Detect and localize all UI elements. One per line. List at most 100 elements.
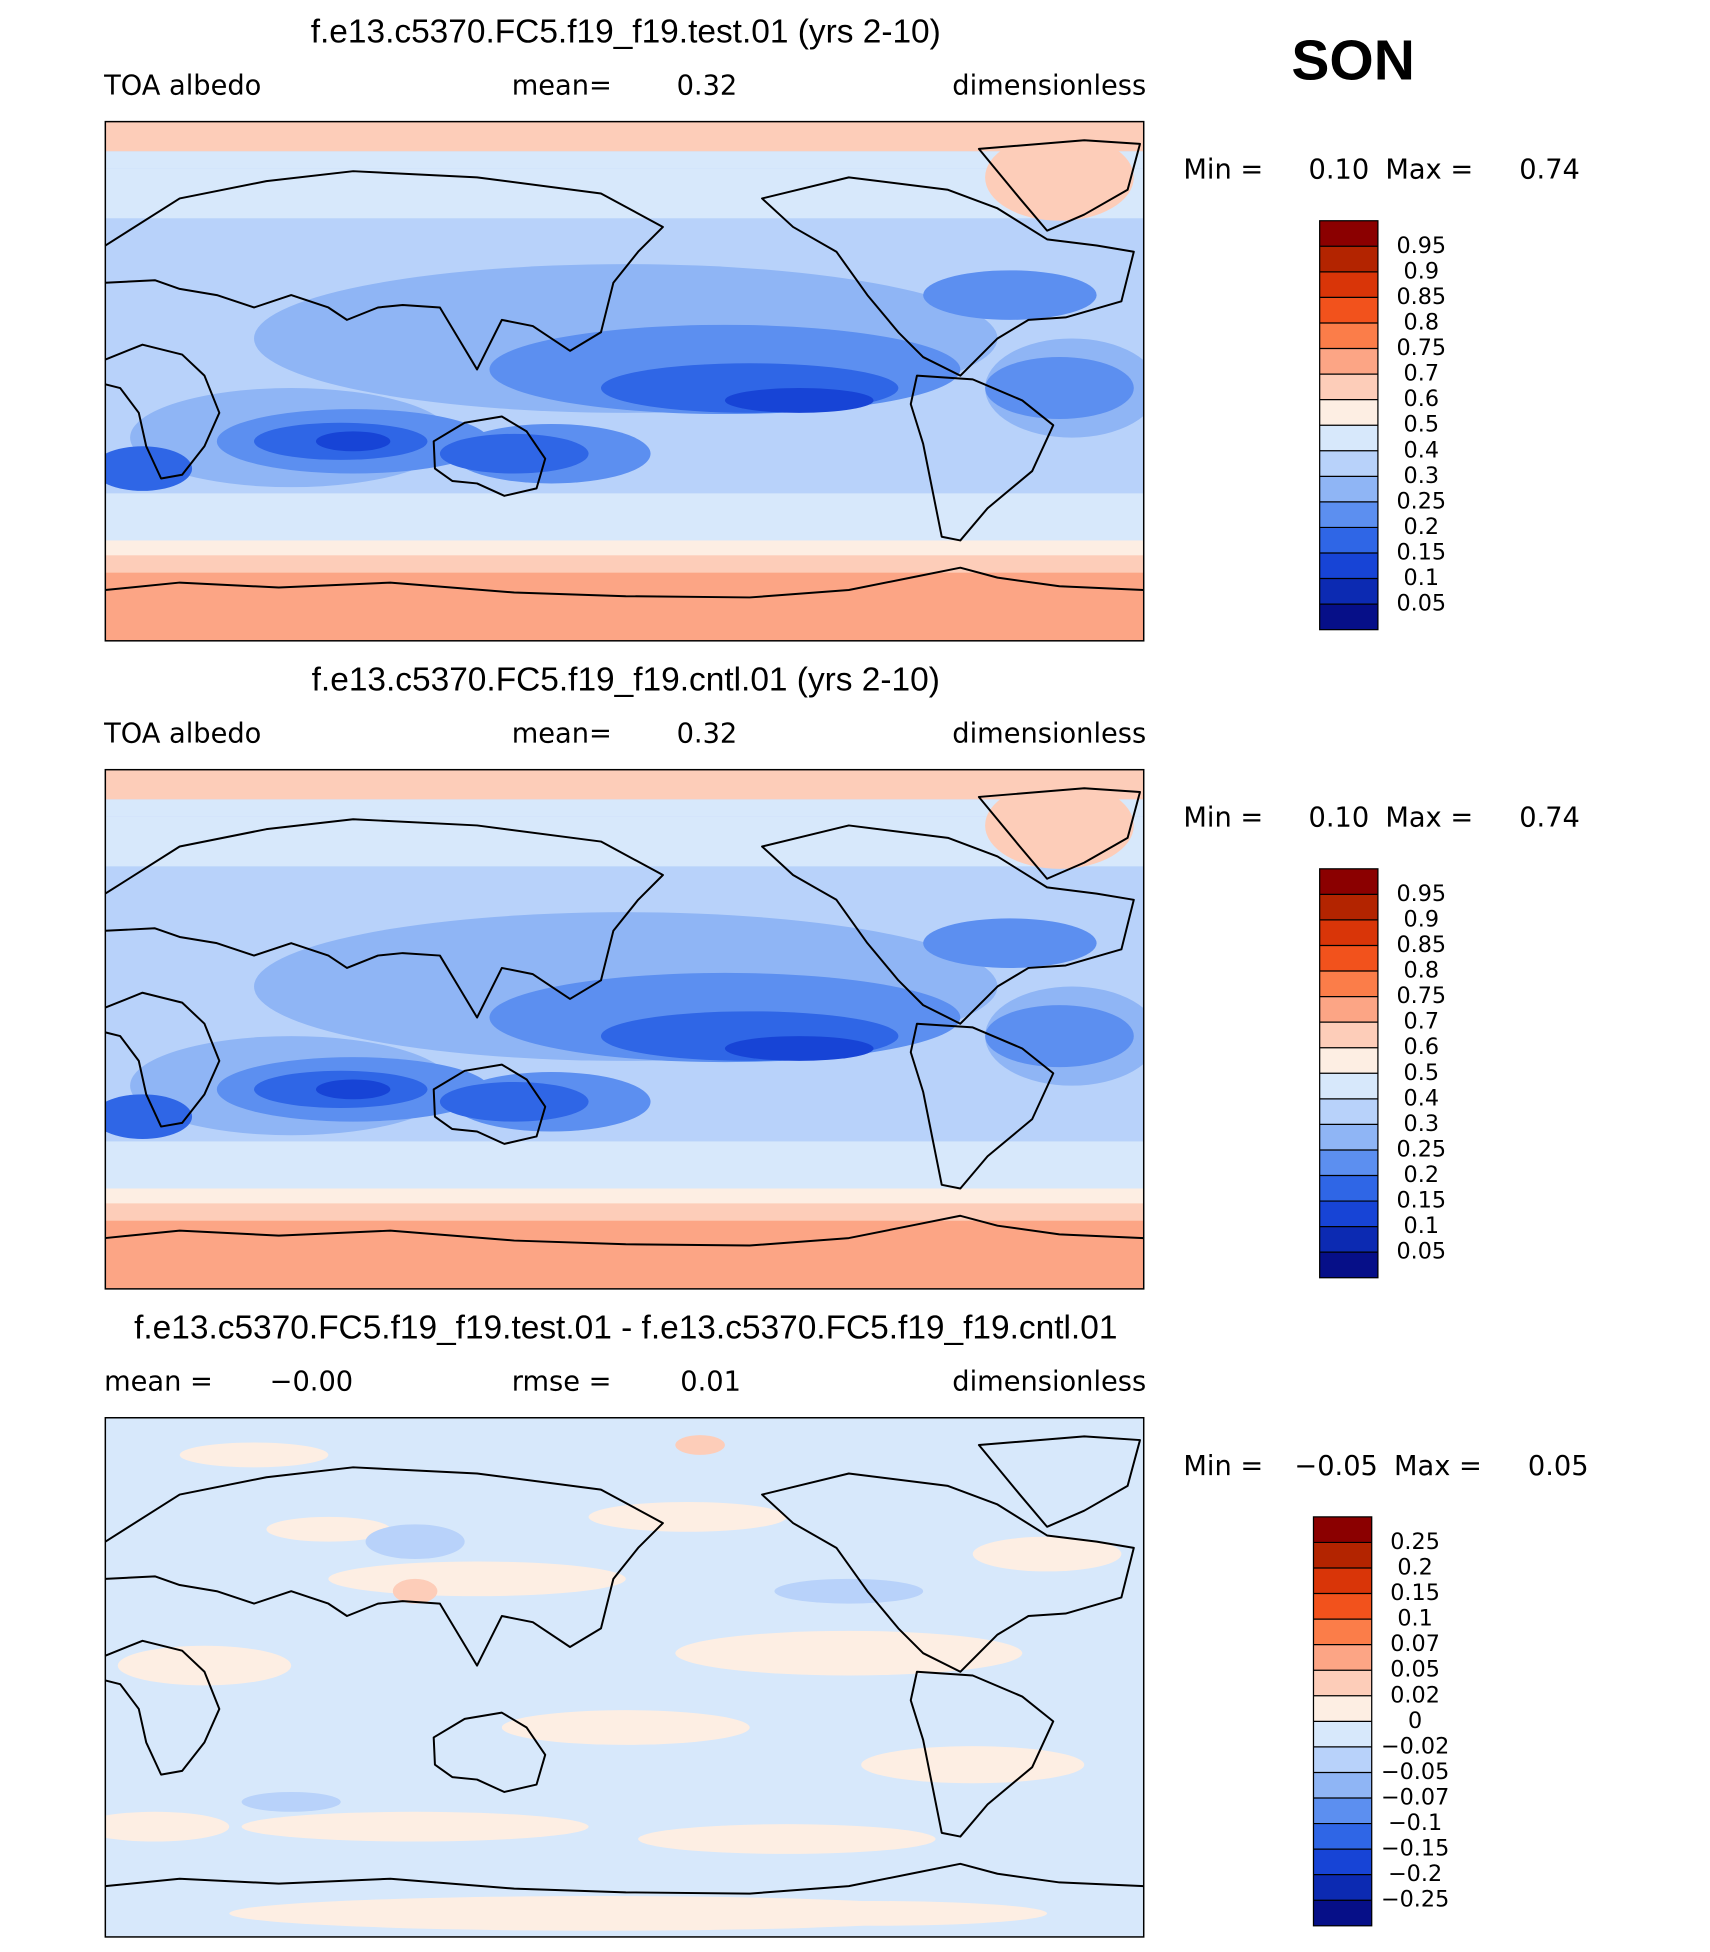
- field-region: [105, 151, 1144, 169]
- colorbar-box: [1319, 919, 1378, 946]
- colorbar-label: 0.5: [1404, 412, 1439, 438]
- colorbar-box: [1313, 1798, 1372, 1824]
- field-region: [700, 1901, 1048, 1926]
- field-region: [774, 1578, 924, 1604]
- coastline: [432, 1063, 547, 1145]
- colorbar-label: 0.9: [1404, 906, 1439, 932]
- coastline: [105, 818, 664, 1019]
- field-region: [105, 572, 1144, 641]
- units-label: dimensionless: [952, 718, 1146, 749]
- field-region: [923, 270, 1097, 320]
- colorbar-box: [1313, 1900, 1372, 1926]
- field-region: [105, 1203, 1144, 1224]
- coastline: [105, 1639, 221, 1776]
- colorbar-box: [1319, 220, 1378, 247]
- field-region: [105, 168, 1144, 219]
- colorbar-label: 0.75: [1396, 335, 1446, 361]
- colorbar-label: 0.15: [1390, 1580, 1440, 1606]
- colorbar-box: [1319, 246, 1378, 272]
- colorbar-box: [1319, 501, 1378, 528]
- colorbar-box: [1313, 1670, 1372, 1696]
- colorbar-label: −0.15: [1381, 1836, 1449, 1862]
- map: [105, 121, 1144, 641]
- max-value: 0.05: [1528, 1451, 1589, 1482]
- field-region: [105, 816, 1144, 867]
- field-region: [985, 134, 1134, 221]
- colorbar-label: −0.05: [1381, 1759, 1449, 1785]
- colorbar-box: [1319, 945, 1378, 972]
- field-region: [315, 1079, 391, 1100]
- colorbar-label: 0.02: [1390, 1682, 1440, 1708]
- colorbar-box: [1313, 1593, 1372, 1620]
- center-value: 0.32: [677, 70, 738, 101]
- coastline: [909, 1022, 1055, 1190]
- field-region: [985, 782, 1134, 869]
- min-label: Min =: [1183, 1451, 1263, 1482]
- coastline: [761, 1472, 1135, 1673]
- left-label: mean =: [104, 1367, 213, 1398]
- center-value: 0.01: [680, 1367, 741, 1398]
- field-region: [105, 799, 1144, 817]
- colorbar-box: [1319, 1175, 1378, 1202]
- field-region: [638, 1824, 936, 1854]
- colorbar-label: 0.7: [1404, 361, 1439, 387]
- coastline: [432, 415, 547, 497]
- coastline: [977, 1435, 1141, 1528]
- colorbar-label: 0.5: [1404, 1060, 1439, 1086]
- field-region: [105, 1811, 230, 1842]
- field-region: [392, 1578, 438, 1604]
- colorbar-frame: [1312, 1516, 1373, 1927]
- max-value: 0.74: [1519, 155, 1580, 186]
- coastline: [909, 1670, 1055, 1838]
- colorbar-label: 0.9: [1404, 258, 1439, 284]
- colorbar-frame: [1319, 220, 1379, 631]
- panel-title: f.e13.c5370.FC5.f19_f19.test.01 - f.e13.…: [134, 1310, 1117, 1347]
- max-label: Max =: [1385, 155, 1473, 186]
- colorbar-box: [1319, 1022, 1378, 1048]
- colorbar-label: 0.85: [1396, 284, 1446, 310]
- colorbar-box: [1313, 1849, 1372, 1875]
- colorbar-box: [1319, 1047, 1378, 1074]
- colorbar-box: [1313, 1772, 1372, 1799]
- colorbar-label: 0.7: [1404, 1009, 1439, 1035]
- center-label: rmse =: [512, 1367, 612, 1398]
- coastline: [105, 1862, 1144, 1895]
- colorbar-box: [1319, 1201, 1378, 1227]
- colorbar-label: 0.95: [1396, 233, 1446, 259]
- field-region: [105, 540, 1144, 558]
- left-label: TOA albedo: [103, 70, 261, 101]
- colorbar-box: [1319, 578, 1378, 605]
- colorbar-label: 0.1: [1404, 1213, 1439, 1239]
- colorbar-box: [1319, 271, 1378, 298]
- colorbar-label: −0.25: [1381, 1887, 1449, 1913]
- field-region: [117, 1645, 292, 1686]
- field-region: [972, 1536, 1122, 1572]
- colorbar-label: 0.15: [1396, 1188, 1446, 1214]
- colorbar-box: [1319, 425, 1378, 451]
- min-label: Min =: [1183, 803, 1263, 834]
- field-region: [588, 1502, 787, 1532]
- field-region: [439, 433, 589, 474]
- colorbar-box: [1319, 476, 1378, 502]
- colorbar-label: 0: [1408, 1708, 1422, 1734]
- coastline: [105, 1214, 1144, 1247]
- colorbar-box: [1319, 527, 1378, 553]
- colorbar-box: [1319, 450, 1378, 477]
- field-region: [315, 431, 391, 452]
- colorbar-box: [1319, 1073, 1378, 1099]
- map: [105, 769, 1144, 1289]
- colorbar-box: [1319, 552, 1378, 579]
- center-label: mean=: [512, 718, 612, 749]
- colorbar-label: 0.15: [1396, 539, 1446, 565]
- map-frame: [104, 120, 1145, 642]
- colorbar-label: −0.1: [1388, 1810, 1442, 1836]
- colorbar-label: 0.8: [1404, 958, 1439, 984]
- coastline: [909, 374, 1055, 542]
- colorbar-box: [1319, 894, 1378, 920]
- coastline: [105, 1466, 664, 1667]
- left-label: TOA albedo: [103, 718, 261, 749]
- colorbar-label: 0.25: [1390, 1529, 1440, 1555]
- max-label: Max =: [1394, 1451, 1482, 1482]
- field-region: [105, 769, 1144, 800]
